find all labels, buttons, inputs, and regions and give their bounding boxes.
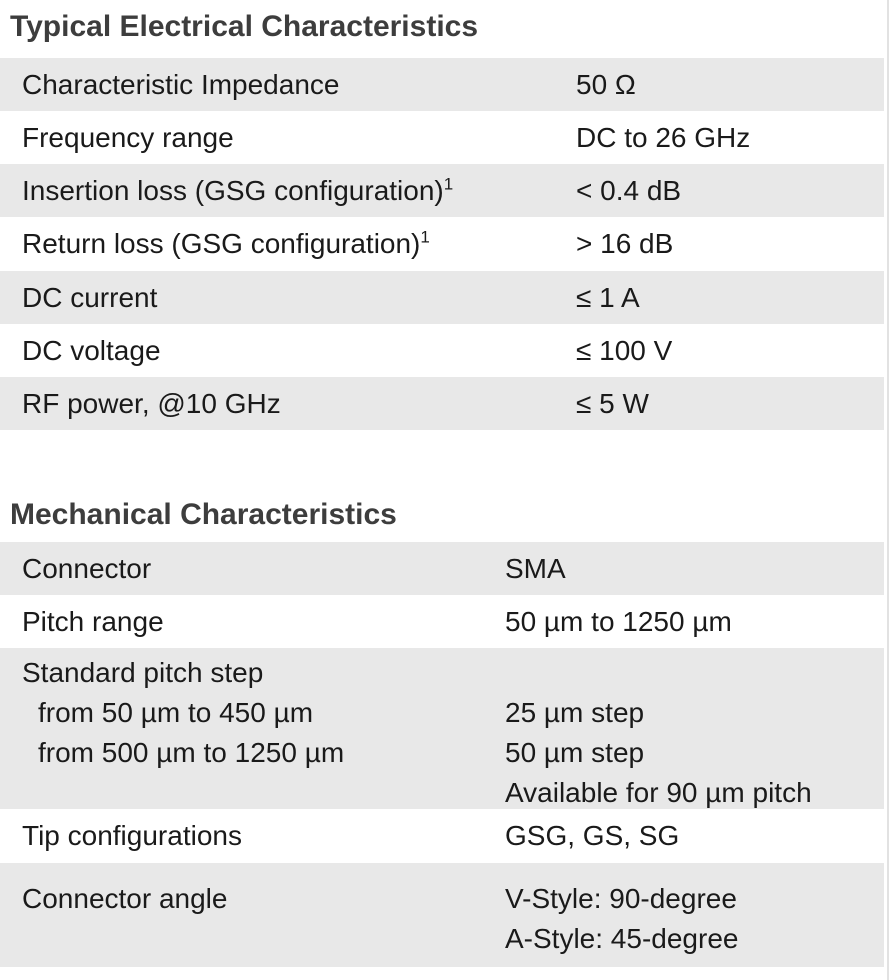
row-value: 25 µm step 50 µm step Available for 90 µ… (505, 653, 884, 813)
row-label-text: Insertion loss (GSG configuration) (22, 174, 444, 206)
electrical-section-title: Typical Electrical Characteristics (10, 10, 479, 43)
row-value: V-Style: 90-degree A-Style: 45-degree (505, 879, 884, 959)
row-label: Return loss (GSG configuration)1 (0, 228, 576, 260)
row-value-line: V-Style: 90-degree (505, 883, 737, 914)
row-value-line: 50 µm step (505, 737, 645, 768)
table-row: Connector angle V-Style: 90-degree A-Sty… (0, 863, 884, 967)
mechanical-table: Connector SMA Pitch range 50 µm to 1250 … (0, 542, 884, 967)
row-label: Frequency range (22, 121, 234, 153)
mechanical-section-title: Mechanical Characteristics (10, 498, 397, 531)
row-value: 50 µm to 1250 µm (505, 605, 732, 637)
table-row: Return loss (GSG configuration)1 > 16 dB (0, 217, 884, 271)
row-label: Connector angle (0, 879, 505, 919)
table-row: Characteristic Impedance 50 Ω (0, 58, 884, 111)
row-label-text: Connector angle (22, 883, 228, 914)
row-label-text: Return loss (GSG configuration) (22, 228, 421, 259)
row-sub-label: from 500 µm to 1250 µm (38, 737, 345, 768)
footnote-marker: 1 (420, 227, 430, 247)
table-row: DC current ≤ 1 A (0, 271, 884, 324)
row-value-line: 25 µm step (505, 697, 645, 728)
row-value: SMA (505, 552, 566, 584)
row-label: Connector (22, 552, 152, 584)
row-label: RF power, @10 GHz (22, 387, 281, 419)
row-value: ≤ 100 V (576, 334, 673, 366)
footnote-marker: 1 (443, 174, 454, 194)
row-label-text: Standard pitch step (22, 657, 264, 688)
row-label: Pitch range (22, 605, 164, 637)
row-value: ≤ 5 W (576, 387, 649, 419)
row-value: < 0.4 dB (576, 174, 682, 206)
table-row: Standard pitch step from 50 µm to 450 µm… (0, 648, 884, 809)
table-row: Connector SMA (0, 542, 884, 595)
row-value-line: Available for 90 µm pitch (505, 777, 812, 808)
row-label: Standard pitch step from 50 µm to 450 µm… (0, 653, 505, 773)
row-value: GSG, GS, SG (505, 820, 680, 851)
row-label: Tip configurations (22, 820, 242, 851)
row-value-line: A-Style: 45-degree (505, 923, 739, 954)
table-row: Frequency range DC to 26 GHz (0, 111, 884, 164)
page-right-border (887, 0, 889, 980)
table-row: Insertion loss (GSG configuration)1 < 0.… (0, 164, 884, 217)
table-row: DC voltage ≤ 100 V (0, 324, 884, 377)
row-label: Insertion loss (GSG configuration)1 (0, 175, 576, 207)
row-sub-label: from 50 µm to 450 µm (38, 697, 314, 728)
table-row: RF power, @10 GHz ≤ 5 W (0, 377, 884, 430)
row-label: Characteristic Impedance (22, 68, 340, 100)
row-value: DC to 26 GHz (576, 121, 751, 153)
electrical-table: Characteristic Impedance 50 Ω Frequency … (0, 58, 884, 430)
row-value: 50 Ω (576, 68, 636, 100)
row-value: > 16 dB (576, 228, 674, 259)
table-row: Pitch range 50 µm to 1250 µm (0, 595, 884, 648)
row-value: ≤ 1 A (576, 281, 640, 313)
table-row: Tip configurations GSG, GS, SG (0, 809, 884, 863)
row-label: DC current (22, 281, 158, 313)
row-label: DC voltage (22, 334, 161, 366)
